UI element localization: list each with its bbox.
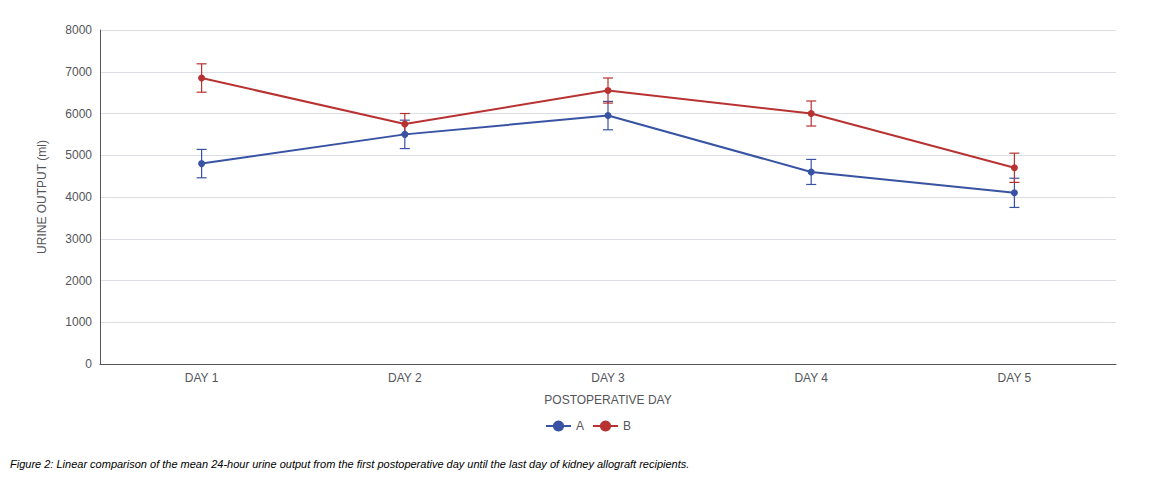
svg-text:1000: 1000	[65, 315, 92, 329]
svg-text:DAY 4: DAY 4	[794, 371, 828, 385]
svg-text:7000: 7000	[65, 65, 92, 79]
svg-text:DAY 5: DAY 5	[998, 371, 1032, 385]
svg-text:DAY 2: DAY 2	[388, 371, 422, 385]
svg-text:0: 0	[85, 357, 92, 371]
svg-text:POSTOPERATIVE DAY: POSTOPERATIVE DAY	[544, 393, 671, 407]
svg-text:B: B	[623, 419, 631, 433]
svg-text:3000: 3000	[65, 232, 92, 246]
svg-text:8000: 8000	[65, 23, 92, 37]
svg-text:DAY 3: DAY 3	[591, 371, 625, 385]
svg-text:URINE OUTPUT (ml): URINE OUTPUT (ml)	[35, 140, 49, 254]
svg-text:A: A	[576, 419, 584, 433]
svg-text:Figure 2: Linear comparison of: Figure 2: Linear comparison of the mean …	[10, 458, 689, 470]
svg-text:2000: 2000	[65, 274, 92, 288]
svg-text:5000: 5000	[65, 148, 92, 162]
svg-text:4000: 4000	[65, 190, 92, 204]
svg-text:6000: 6000	[65, 107, 92, 121]
svg-text:DAY 1: DAY 1	[185, 371, 219, 385]
